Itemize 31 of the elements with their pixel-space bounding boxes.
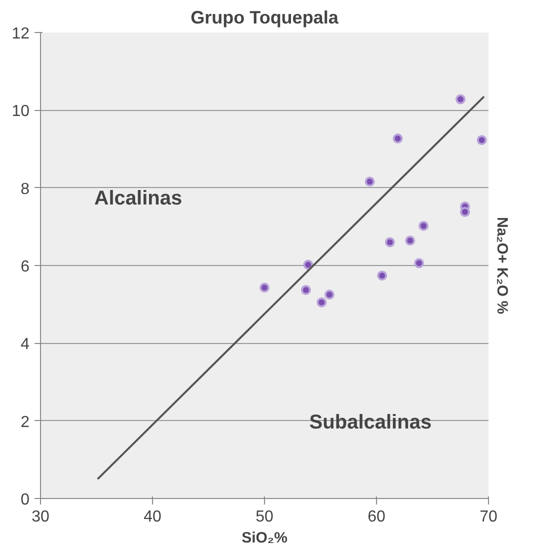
y-tick-label: 4 xyxy=(20,336,30,354)
point xyxy=(377,270,388,281)
y-tick-label: 0 xyxy=(20,492,30,508)
x-tick-label: 60 xyxy=(368,508,386,526)
x-tick-label: 50 xyxy=(256,508,274,526)
point xyxy=(405,236,416,246)
point xyxy=(476,135,487,146)
y-tick-label: 8 xyxy=(20,180,30,198)
y-tick-label: 12 xyxy=(12,26,30,42)
point xyxy=(316,297,327,308)
x-tick-label: 30 xyxy=(32,508,50,526)
y-tick-label: 10 xyxy=(12,103,30,120)
point xyxy=(392,134,403,144)
point xyxy=(300,284,311,295)
point xyxy=(324,290,334,300)
point xyxy=(364,176,375,187)
point xyxy=(418,220,429,231)
annotation: Subalcalinas xyxy=(309,411,432,434)
x-tick-label: 40 xyxy=(144,508,162,526)
point xyxy=(456,94,466,104)
point xyxy=(414,258,424,268)
annotation: Alcalinas xyxy=(94,188,182,210)
point xyxy=(260,282,270,293)
point xyxy=(384,237,395,248)
x-tick-label: 70 xyxy=(480,508,498,526)
x-axis-title: SiO₂% xyxy=(242,530,288,546)
y-axis-title: Na₂O+ K₂O % xyxy=(494,216,510,314)
y-tick-label: 2 xyxy=(20,414,30,431)
chart-title: Grupo Toquepala xyxy=(190,8,340,28)
y-tick-label: 6 xyxy=(20,258,30,276)
point xyxy=(460,206,470,217)
